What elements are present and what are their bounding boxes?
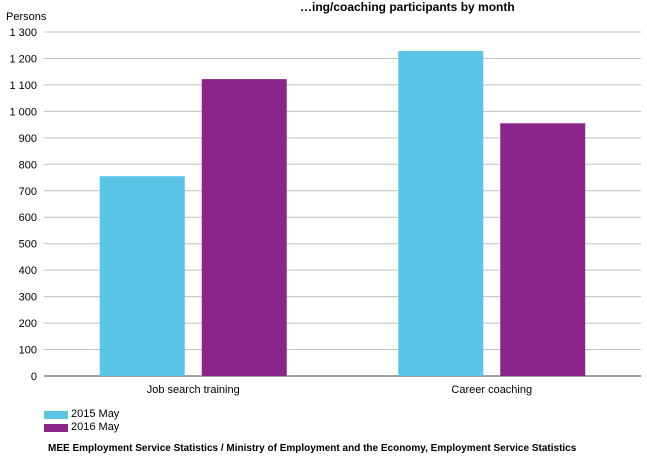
bar-chart: …ing/coaching participants by month Pers… [6,0,641,396]
y-tick-label: 100 [19,345,37,357]
y-tick-label: 600 [19,212,37,224]
legend-swatch-2016 [44,423,68,432]
legend-item-2016: 2016 May [44,421,119,434]
legend-item-2015: 2015 May [44,408,119,421]
legend-swatch-2015 [44,410,68,419]
legend-label-2016: 2016 May [71,421,120,433]
chart-title: …ing/coaching participants by month [300,0,515,14]
y-tick-label: 1 200 [9,53,37,65]
bar [99,176,185,376]
x-axis-categories: Job search training Career coaching [147,384,532,396]
x-category-label: Job search training [147,384,240,396]
y-tick-label: 900 [19,133,37,145]
y-tick-label: 300 [19,292,37,304]
y-tick-label: 700 [19,186,37,198]
y-tick-label: 1 000 [9,106,37,118]
y-tick-label: 1 100 [9,80,37,92]
y-axis-ticks: 0 100 200 300 400 500 600 700 800 900 1 000 1 100 1 … [9,27,37,383]
y-tick-label: 0 [31,371,37,383]
y-tick-label: 1 300 [9,27,37,39]
bars [99,51,586,377]
legend-label-2015: 2015 May [71,408,120,420]
legend: 2015 May 2016 May [44,408,119,434]
bar [500,123,586,377]
y-tick-label: 200 [19,318,37,330]
bar [201,79,287,377]
y-tick-label: 500 [19,239,37,251]
x-category-label: Career coaching [451,384,532,396]
bar [398,51,484,376]
source-note: MEE Employment Service Statistics / Mini… [48,443,577,454]
y-tick-label: 800 [19,159,37,171]
y-tick-label: 400 [19,265,37,277]
y-axis-label: Persons [6,11,47,23]
